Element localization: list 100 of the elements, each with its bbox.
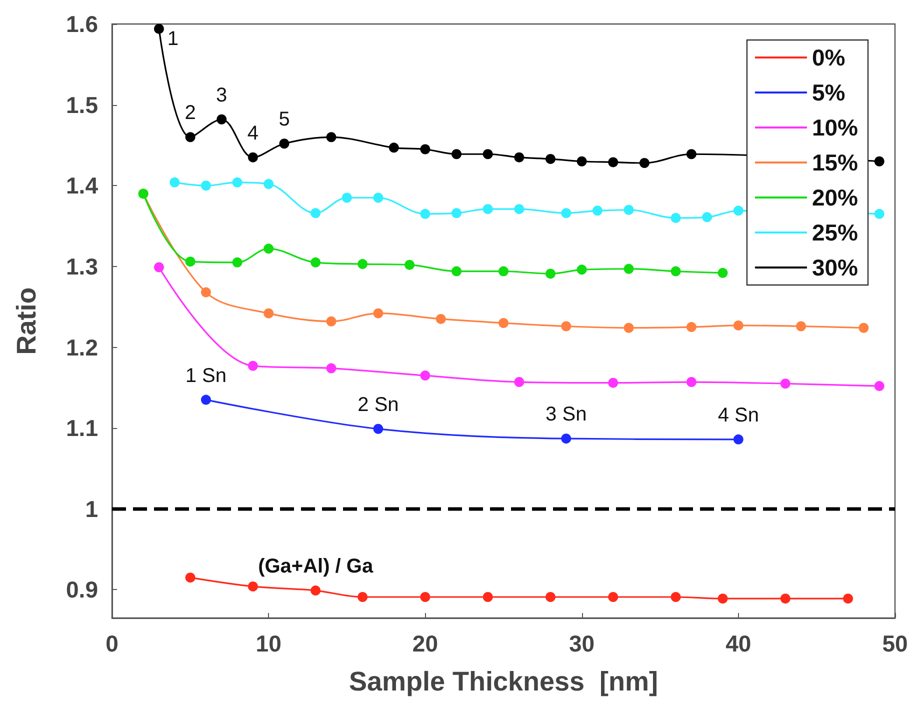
point [874, 208, 884, 219]
point [452, 149, 462, 160]
point [200, 394, 211, 405]
point [358, 592, 368, 602]
point [342, 192, 352, 203]
point [358, 259, 368, 270]
legend-label: 30% [812, 254, 858, 280]
point [200, 287, 211, 298]
point [608, 157, 618, 168]
legend-label: 0% [812, 44, 846, 70]
point [561, 321, 572, 332]
legend-label: 10% [812, 114, 858, 140]
y-tick-label: 0.9 [66, 576, 98, 603]
y-tick-label: 1.3 [66, 253, 98, 280]
point [310, 586, 321, 596]
point [248, 152, 258, 162]
x-tick-label: 20 [412, 630, 438, 656]
point [498, 318, 508, 328]
point [326, 363, 336, 374]
point [592, 206, 602, 216]
x-tick-label: 50 [882, 630, 908, 656]
point [170, 177, 180, 188]
legend-label: 5% [812, 80, 846, 106]
annotation: 1 Sn [185, 364, 227, 387]
point [420, 592, 430, 602]
point [232, 257, 242, 268]
annotation: 4 [247, 122, 259, 144]
point [248, 581, 258, 592]
point [264, 308, 274, 318]
point [686, 322, 696, 332]
point [232, 177, 242, 188]
point [608, 592, 618, 602]
y-tick-label: 1.2 [66, 334, 98, 360]
point [326, 132, 336, 142]
point [452, 266, 462, 276]
point [420, 144, 430, 154]
point [388, 142, 399, 153]
point [514, 152, 524, 162]
point [576, 264, 587, 275]
point [670, 212, 681, 223]
point [310, 208, 321, 218]
legend-label: 20% [812, 184, 858, 210]
point [796, 321, 806, 332]
point [733, 320, 744, 330]
annotation: 5 [278, 108, 290, 131]
point [545, 268, 556, 279]
point [264, 179, 274, 190]
point [733, 434, 744, 444]
point [482, 204, 493, 214]
point [185, 132, 196, 142]
x-tick-label: 10 [256, 630, 282, 656]
point [874, 381, 884, 392]
point [498, 266, 508, 276]
point [545, 154, 556, 164]
point [373, 424, 384, 434]
point [420, 370, 430, 381]
point [200, 180, 211, 191]
annotation: 3 Sn [546, 404, 587, 426]
point [608, 378, 618, 388]
point [216, 114, 227, 124]
point [514, 204, 524, 214]
annotation: 3 [216, 84, 228, 106]
annotation: (Ga+Al) / Ga [258, 556, 374, 578]
point [154, 24, 164, 34]
point [843, 594, 854, 604]
point [279, 138, 290, 149]
point [373, 308, 384, 318]
point [718, 594, 728, 604]
x-tick-label: 0 [106, 630, 118, 656]
point [436, 314, 446, 324]
annotation: 4 Sn [718, 404, 759, 426]
x-axis-title: Sample Thickness [nm] [348, 666, 658, 696]
point [780, 378, 790, 389]
point [185, 256, 196, 267]
point [373, 192, 384, 203]
y-tick-label: 1.6 [66, 11, 98, 37]
point [185, 572, 196, 583]
y-tick-label: 1.5 [66, 92, 98, 118]
point [452, 208, 462, 218]
x-tick-label: 40 [726, 630, 752, 656]
point [686, 377, 696, 388]
x-tick-label: 30 [569, 630, 595, 656]
y-tick-label: 1.4 [66, 172, 98, 199]
legend-label: 25% [812, 220, 858, 246]
point [670, 266, 681, 276]
point [874, 156, 884, 166]
point [639, 158, 650, 168]
point [248, 360, 258, 371]
point [420, 208, 430, 219]
annotation: 1 [167, 28, 179, 50]
point [514, 377, 524, 388]
point [482, 149, 493, 160]
annotation: 2 [184, 102, 196, 124]
point [264, 244, 274, 254]
y-axis-title: Ratio [12, 287, 42, 355]
point [858, 322, 869, 333]
annotation: 2 Sn [358, 394, 399, 416]
point [733, 206, 744, 216]
point [561, 434, 572, 444]
point [624, 264, 634, 274]
